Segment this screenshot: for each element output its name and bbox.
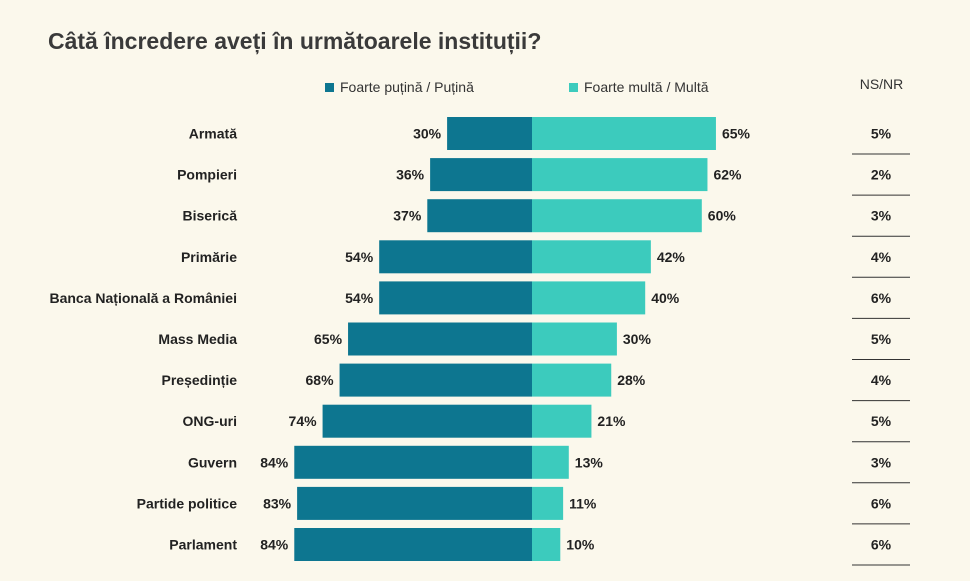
legend-label-high: Foarte multă / Multă (584, 79, 709, 95)
data-label-high: 42% (657, 249, 686, 265)
category-label: Banca Națională a României (49, 290, 237, 306)
nsnr-value: 6% (871, 495, 892, 511)
data-label-low: 84% (260, 537, 289, 553)
bar-high (532, 117, 716, 150)
bar-low (430, 158, 532, 192)
chart-title: Câtă încredere aveți în următoarele inst… (48, 28, 542, 54)
bar-low (339, 363, 532, 397)
data-label-low: 65% (314, 331, 343, 347)
bar-high (532, 322, 617, 356)
category-label: Biserică (183, 208, 238, 224)
legend-item-low: Foarte puțină / Puțină (325, 79, 474, 95)
nsnr-value: 6% (871, 290, 892, 306)
category-label: Partide politice (137, 495, 238, 511)
data-label-low: 54% (345, 249, 374, 265)
bar-low (322, 404, 532, 438)
data-label-high: 40% (651, 290, 680, 306)
legend-label-low: Foarte puțină / Puțină (340, 79, 474, 95)
data-label-low: 36% (396, 167, 425, 183)
legend-swatch-low (325, 82, 334, 92)
category-label: Primărie (181, 249, 237, 265)
data-label-low: 54% (345, 290, 374, 306)
bar-high (532, 404, 592, 438)
data-label-high: 65% (722, 126, 751, 142)
bar-high (532, 199, 702, 233)
bar-low (379, 281, 532, 315)
bar-high (532, 158, 708, 192)
data-label-high: 60% (708, 208, 737, 224)
category-label: Președinție (162, 372, 238, 388)
bar-low (427, 199, 532, 233)
bar-high (532, 445, 569, 479)
bar-low (294, 445, 532, 479)
bar-high (532, 528, 561, 561)
data-label-low: 68% (306, 372, 335, 388)
nsnr-value: 5% (871, 413, 892, 429)
data-label-high: 30% (623, 331, 652, 347)
data-label-high: 10% (566, 537, 595, 553)
data-label-high: 11% (569, 495, 597, 511)
nsnr-value: 6% (871, 537, 892, 553)
legend-swatch-high (569, 82, 578, 92)
nsnr-value: 4% (871, 372, 892, 388)
data-label-high: 21% (597, 413, 626, 429)
legend-item-high: Foarte multă / Multă (569, 79, 709, 95)
nsnr-value: 3% (871, 208, 892, 224)
bar-low (348, 322, 532, 356)
bar-low (447, 117, 532, 150)
data-label-high: 28% (617, 372, 646, 388)
data-label-low: 37% (393, 208, 422, 224)
data-label-low: 84% (260, 454, 289, 470)
nsnr-value: 5% (871, 331, 892, 347)
category-label: ONG-uri (183, 413, 237, 429)
data-label-low: 83% (263, 495, 292, 511)
category-label: Mass Media (158, 331, 237, 347)
category-label: Armată (189, 126, 237, 142)
nsnr-value: 5% (871, 126, 892, 142)
nsnr-value: 3% (871, 454, 892, 470)
category-label: Pompieri (177, 167, 237, 183)
nsnr-value: 2% (871, 167, 892, 183)
data-label-high: 13% (575, 454, 604, 470)
data-label-low: 74% (289, 413, 318, 429)
bar-high (532, 486, 564, 520)
data-label-low: 30% (413, 126, 442, 142)
category-label: Parlament (169, 537, 237, 553)
bar-low (294, 528, 532, 561)
nsnr-value: 4% (871, 249, 892, 265)
bar-high (532, 363, 612, 397)
bar-high (532, 281, 646, 315)
category-label: Guvern (188, 454, 237, 470)
bar-low (297, 486, 532, 520)
nsnr-header: NS/NR (859, 76, 904, 92)
data-label-high: 62% (713, 167, 742, 183)
bar-high (532, 240, 651, 274)
bar-low (379, 240, 532, 274)
